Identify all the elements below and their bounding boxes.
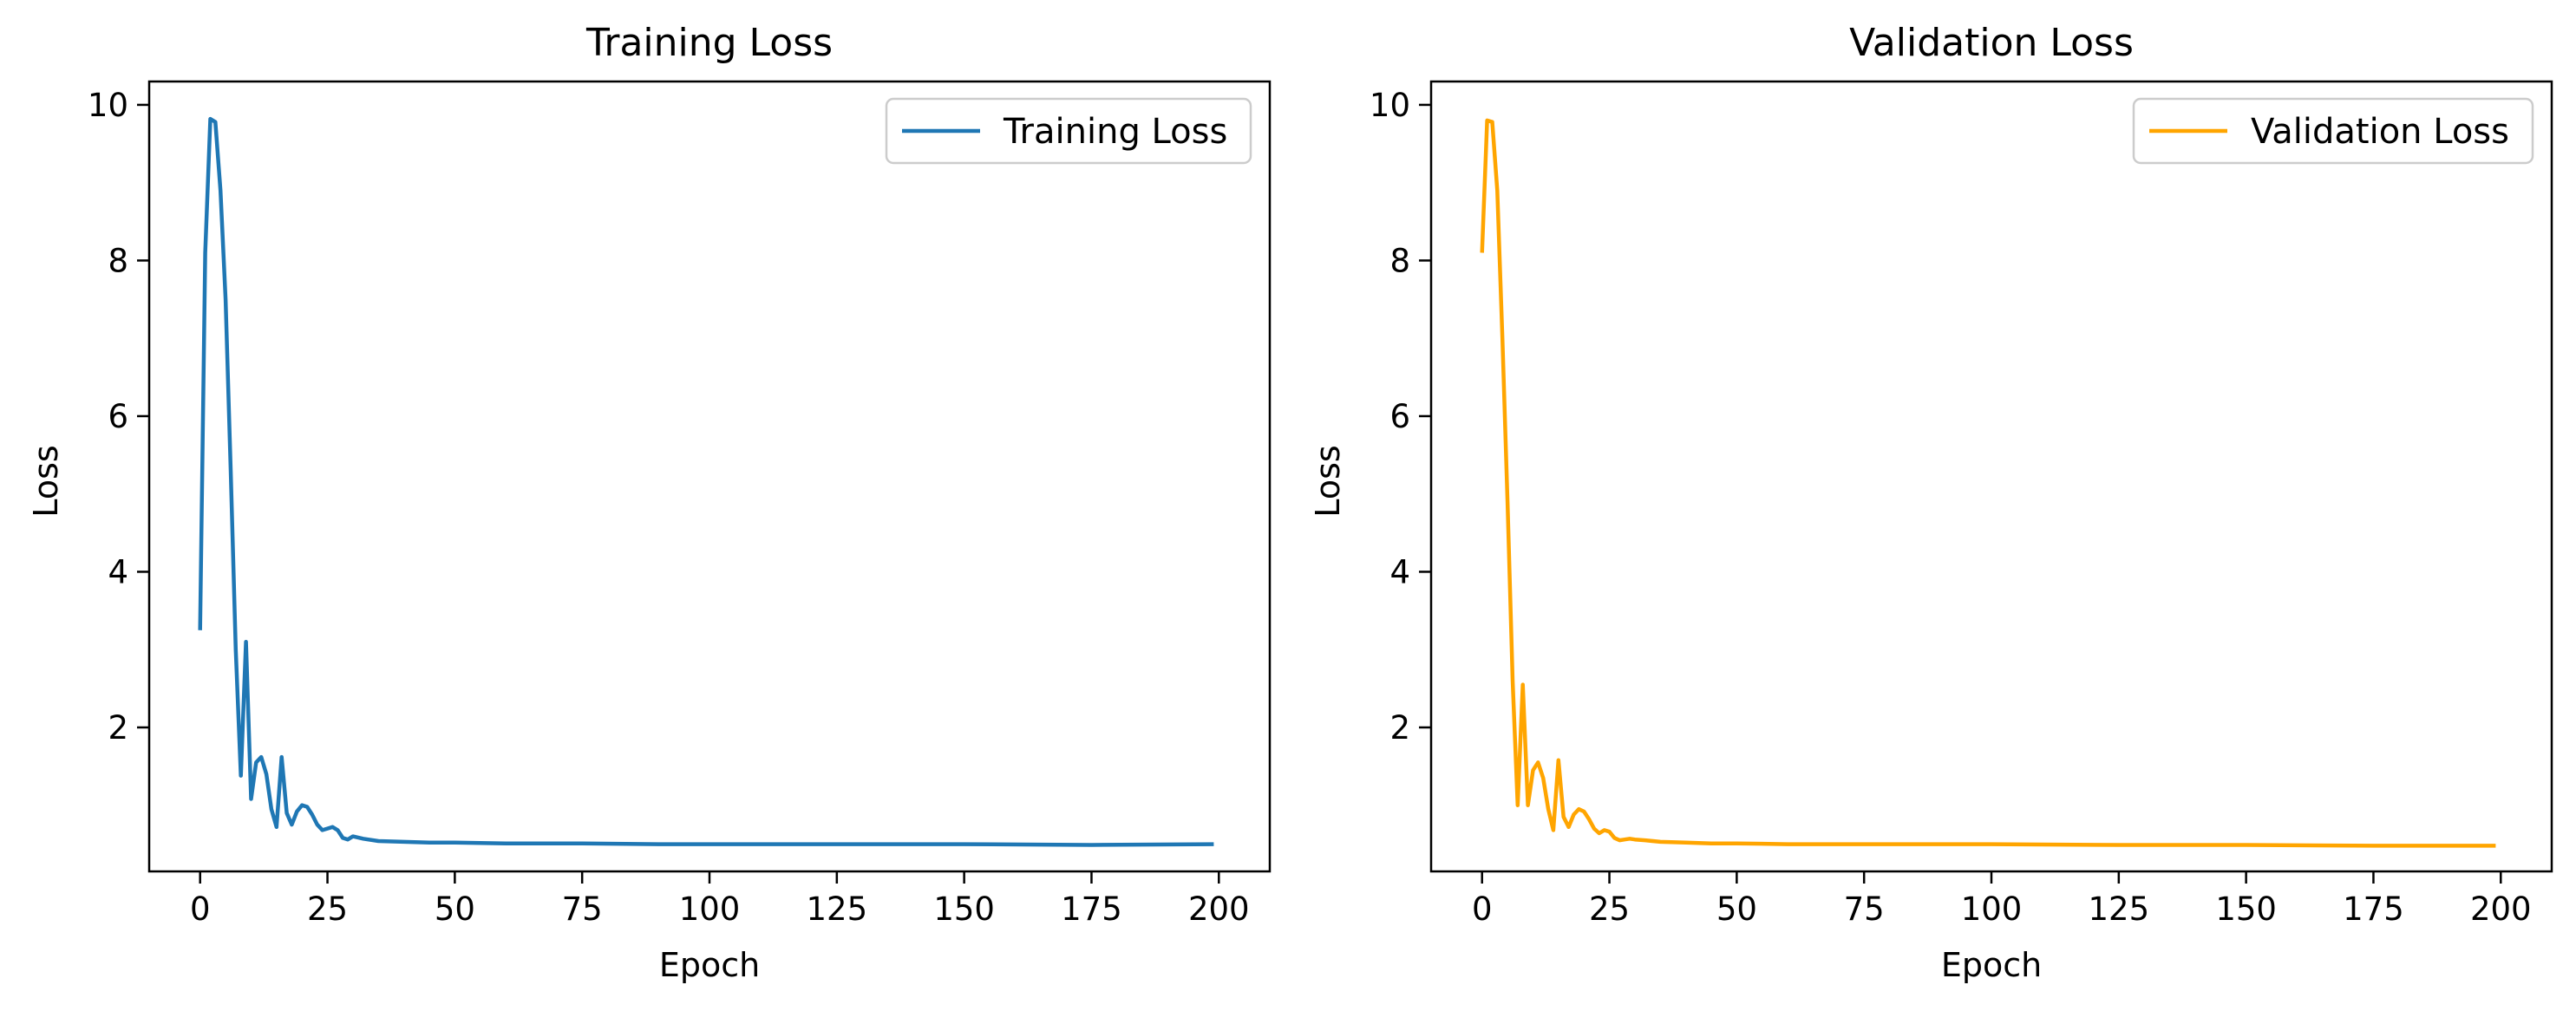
series-group: [1480, 118, 2496, 848]
x-tick-label: 200: [1188, 890, 1250, 928]
y-tick-label: 6: [1389, 398, 1410, 435]
x-tick-label: 75: [1844, 890, 1885, 928]
x-tick-label: 100: [1961, 890, 2023, 928]
x-tick-label: 50: [1716, 890, 1757, 928]
y-tick-label: 4: [108, 553, 128, 590]
x-tick-label: 150: [933, 890, 995, 928]
y-tick-label: 8: [1389, 242, 1410, 279]
y-tick-label: 10: [1370, 87, 1410, 124]
legend-box: [2132, 97, 2534, 165]
y-tick-label: 2: [1389, 709, 1410, 747]
x-tick-label: 200: [2470, 890, 2532, 928]
y-tick-label: 4: [1389, 553, 1410, 590]
chart-title: Training Loss: [585, 21, 833, 65]
legend: Validation Loss: [2132, 97, 2534, 165]
x-tick-label: 25: [307, 890, 348, 928]
y-tick-label: 6: [108, 398, 128, 435]
series-line-1: [1480, 118, 2496, 848]
axis-ticks: 0 25 50 75 100 125 150 175 200 2 4 6 8 10: [88, 87, 1250, 928]
chart-panel-validation: Validation Loss Epoch Loss 0 25 50 75 100 125…: [1309, 21, 2553, 984]
series-group: [198, 116, 1214, 847]
x-tick-label: 75: [562, 890, 603, 928]
series-line-1: [198, 116, 1214, 847]
x-tick-label: 175: [2343, 890, 2404, 928]
x-axis-label: Epoch: [1941, 946, 2042, 984]
plot-frame: [1429, 80, 2553, 873]
legend: Training Loss: [885, 97, 1252, 165]
y-axis-label: Loss: [27, 445, 65, 517]
chart-panel-training: Training Loss Epoch Loss 0 25 50 75 100 125 15…: [27, 21, 1272, 984]
legend-entry: Training Loss: [1003, 112, 1227, 152]
plot-frame: [147, 80, 1272, 873]
x-tick-label: 50: [435, 890, 475, 928]
x-tick-label: 125: [2089, 890, 2150, 928]
y-tick-label: 10: [88, 87, 128, 124]
legend-entry: Validation Loss: [2251, 112, 2509, 152]
x-tick-label: 25: [1589, 890, 1630, 928]
legend-box: [885, 97, 1252, 165]
x-axis-label: Epoch: [659, 946, 760, 984]
y-tick-label: 8: [108, 242, 128, 279]
y-axis-label: Loss: [1309, 445, 1347, 517]
x-tick-label: 175: [1061, 890, 1122, 928]
axis-ticks: 0 25 50 75 100 125 150 175 200 2 4 6 8 10: [1370, 87, 2532, 928]
x-tick-label: 100: [679, 890, 741, 928]
x-tick-label: 150: [2215, 890, 2277, 928]
chart-title: Validation Loss: [1849, 21, 2134, 65]
x-tick-label: 0: [1472, 890, 1493, 928]
x-tick-label: 0: [190, 890, 211, 928]
y-tick-label: 2: [108, 709, 128, 747]
x-tick-label: 125: [807, 890, 868, 928]
